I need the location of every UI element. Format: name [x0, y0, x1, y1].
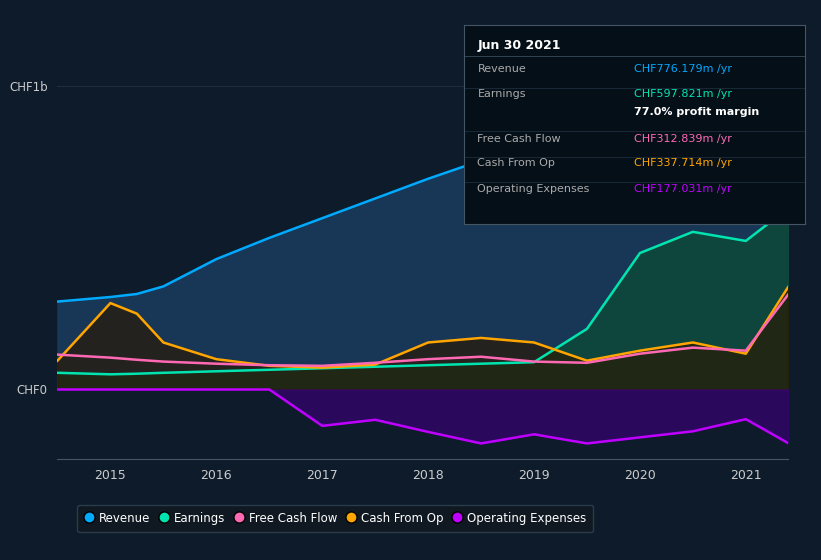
Text: 77.0% profit margin: 77.0% profit margin	[635, 106, 759, 116]
Text: CHF177.031m /yr: CHF177.031m /yr	[635, 184, 732, 194]
Text: Cash From Op: Cash From Op	[478, 158, 555, 169]
Text: Earnings: Earnings	[478, 89, 526, 99]
Text: CHF776.179m /yr: CHF776.179m /yr	[635, 64, 732, 74]
Text: CHF597.821m /yr: CHF597.821m /yr	[635, 89, 732, 99]
Text: Free Cash Flow: Free Cash Flow	[478, 133, 561, 143]
Text: Operating Expenses: Operating Expenses	[478, 184, 589, 194]
Legend: Revenue, Earnings, Free Cash Flow, Cash From Op, Operating Expenses: Revenue, Earnings, Free Cash Flow, Cash …	[77, 505, 593, 532]
Text: Jun 30 2021: Jun 30 2021	[478, 39, 561, 52]
Text: CHF312.839m /yr: CHF312.839m /yr	[635, 133, 732, 143]
Text: CHF337.714m /yr: CHF337.714m /yr	[635, 158, 732, 169]
Text: Revenue: Revenue	[478, 64, 526, 74]
